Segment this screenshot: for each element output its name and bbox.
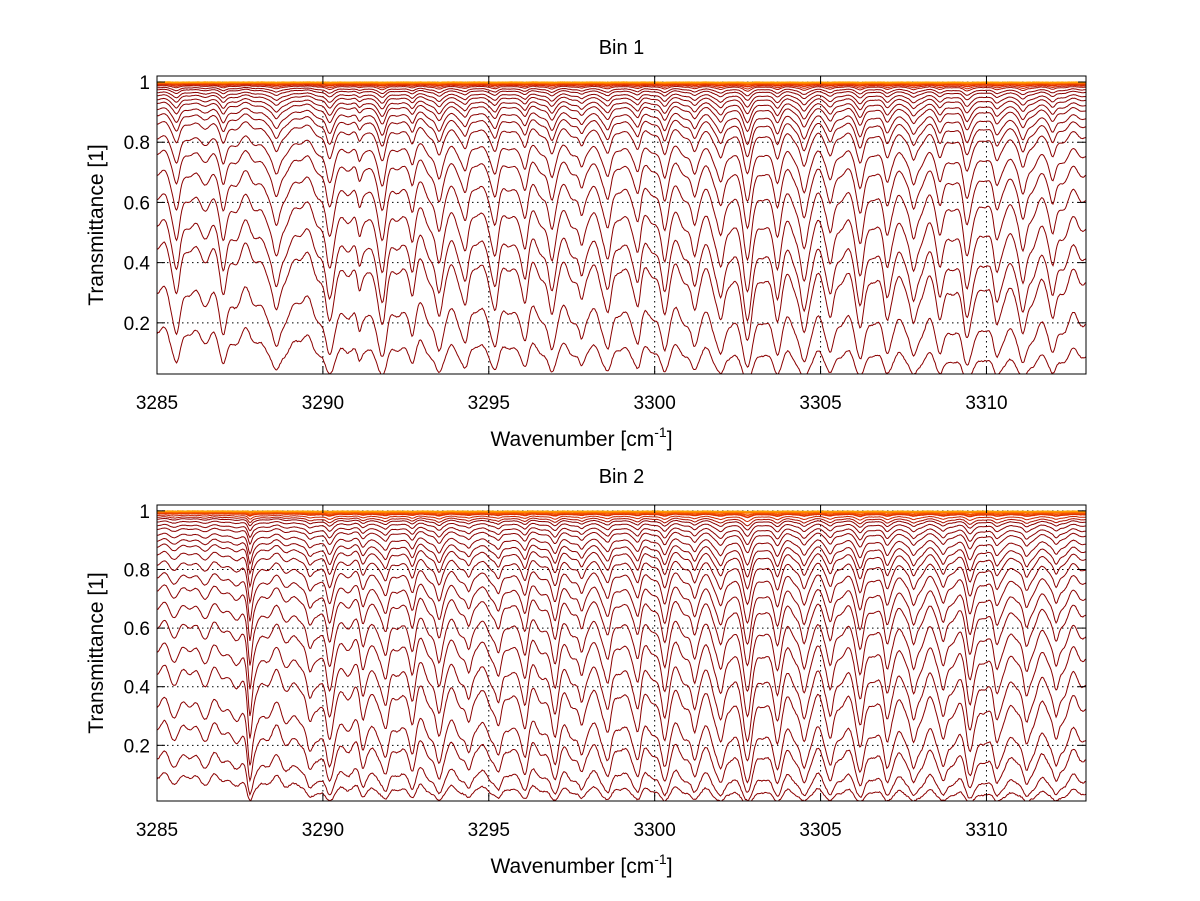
series-line [157, 514, 1086, 523]
x-tick-label: 3305 [799, 820, 841, 841]
y-tick-label: 0.2 [124, 736, 150, 757]
y-tick-label: 0.2 [124, 314, 150, 335]
series-line [157, 135, 1086, 202]
y-tick-label: 0.8 [124, 560, 150, 581]
x-tick-label: 3300 [634, 820, 676, 841]
series-line [157, 120, 1086, 175]
chart-title: Bin 2 [599, 466, 645, 488]
series-line [157, 520, 1086, 537]
series-line [157, 642, 1086, 743]
chart-title: Bin 1 [599, 37, 645, 59]
series-line [157, 511, 1086, 516]
series-line [157, 572, 1086, 646]
series-line [157, 193, 1086, 293]
x-axis-label: Wavenumber [cm-1] [490, 851, 672, 878]
series-line [157, 113, 1086, 158]
series-line [157, 584, 1086, 667]
series-line [157, 537, 1086, 578]
series-line [157, 82, 1086, 88]
y-tick-label: 0.4 [124, 254, 151, 275]
axes-box [156, 504, 1087, 802]
x-tick-label: 3305 [799, 393, 841, 414]
series-line [157, 241, 1086, 342]
series-line [157, 516, 1086, 527]
series-line [157, 219, 1086, 323]
series-line [157, 326, 1086, 374]
x-axis-label: Wavenumber [cm-1] [490, 424, 672, 451]
y-tick-label: 0.8 [124, 133, 150, 154]
x-tick-label: 3295 [468, 820, 510, 841]
x-tick-label: 3285 [136, 820, 178, 841]
y-axis-label: Transmittance [1] [85, 572, 108, 733]
series-line [157, 750, 1086, 801]
series-line [157, 772, 1086, 801]
x-tick-label: 3290 [302, 820, 344, 841]
series-line [157, 169, 1086, 262]
y-tick-label: 0.6 [124, 193, 150, 214]
series-line [157, 517, 1086, 531]
series-line [157, 84, 1086, 90]
x-tick-label: 3310 [965, 820, 1007, 841]
x-tick-label: 3310 [965, 393, 1007, 414]
series-line [157, 97, 1086, 124]
x-tick-label: 3290 [302, 393, 344, 414]
series-line [157, 285, 1086, 368]
series-line [157, 91, 1086, 108]
series-line [157, 532, 1086, 566]
x-tick-label: 3300 [634, 393, 676, 414]
series-line [157, 85, 1086, 92]
y-tick-label: 1 [139, 502, 150, 523]
series-line [157, 543, 1086, 590]
series-line [157, 512, 1086, 519]
y-tick-label: 0.6 [124, 619, 150, 640]
series-line [157, 719, 1086, 793]
series-line [157, 81, 1086, 84]
series-line [157, 523, 1086, 546]
series-line [157, 107, 1086, 146]
series-line [157, 560, 1086, 624]
series-line [157, 527, 1086, 554]
series-line [157, 101, 1086, 133]
series-line [157, 149, 1086, 230]
y-tick-label: 1 [139, 73, 150, 94]
series-line [157, 94, 1086, 115]
y-tick-label: 0.4 [124, 678, 151, 699]
panel-bin-1: Bin 1 3285 3290 3295 3300 3305 3310 0.2 0.4 0.6 0.… [85, 37, 1087, 451]
series-line [157, 696, 1086, 784]
series-line [157, 619, 1086, 718]
axes-box [156, 75, 1087, 375]
series-line [157, 510, 1086, 513]
series-line [157, 550, 1086, 606]
series-line [157, 664, 1086, 762]
panel-bin-2: Bin 2 3285 3290 3295 3300 3305 3310 0.2 0.4 0.6 0.… [85, 466, 1087, 878]
series-line [157, 88, 1086, 101]
x-tick-label: 3295 [468, 393, 510, 414]
x-tick-label: 3285 [136, 393, 178, 414]
series-line [157, 86, 1086, 97]
y-axis-label: Transmittance [1] [85, 144, 108, 305]
series-line [157, 601, 1086, 693]
